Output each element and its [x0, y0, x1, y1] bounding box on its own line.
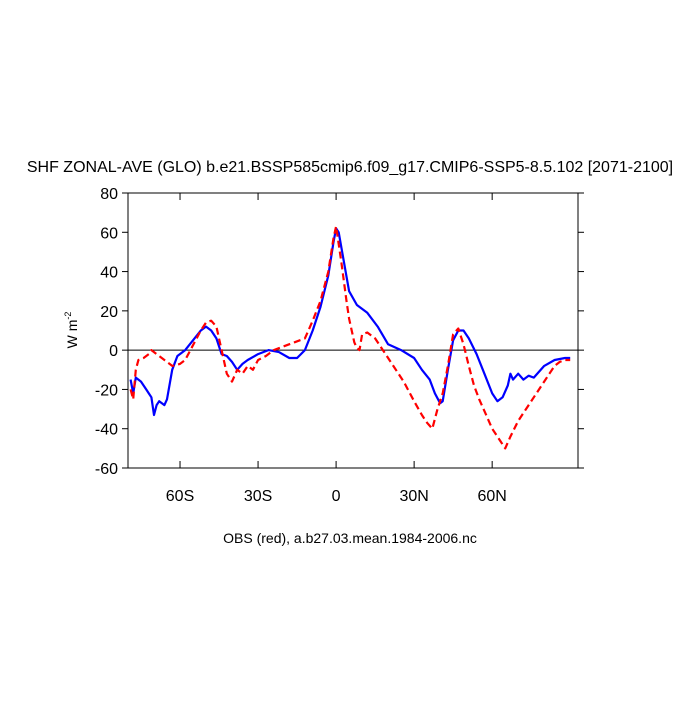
- y-tick-label: 40: [100, 265, 118, 282]
- y-tick-label: 60: [100, 225, 118, 242]
- y-tick-label: 80: [100, 186, 118, 203]
- y-tick-label: -20: [95, 382, 118, 399]
- y-tick-label: -60: [95, 461, 118, 478]
- data-line: [129, 225, 571, 450]
- y-tick-label: 0: [109, 343, 118, 360]
- chart-title: SHF ZONAL-AVE (GLO) b.e21.BSSP585cmip6.f…: [27, 159, 673, 176]
- y-tick-label: -40: [95, 422, 118, 439]
- x-tick-label: 60N: [477, 488, 506, 505]
- plot-frame: [127, 192, 579, 469]
- y-axis-label: W m-2: [63, 312, 80, 349]
- x-tick-label: 60S: [166, 488, 194, 505]
- data-line: [129, 227, 571, 417]
- x-tick-label: 30N: [399, 488, 428, 505]
- y-tick-label: 20: [100, 304, 118, 321]
- x-tick-label: 30S: [244, 488, 272, 505]
- footer: OBS (red), a.b27.03.mean.1984-2006.nc: [223, 530, 477, 546]
- x-tick-label: 0: [332, 488, 341, 505]
